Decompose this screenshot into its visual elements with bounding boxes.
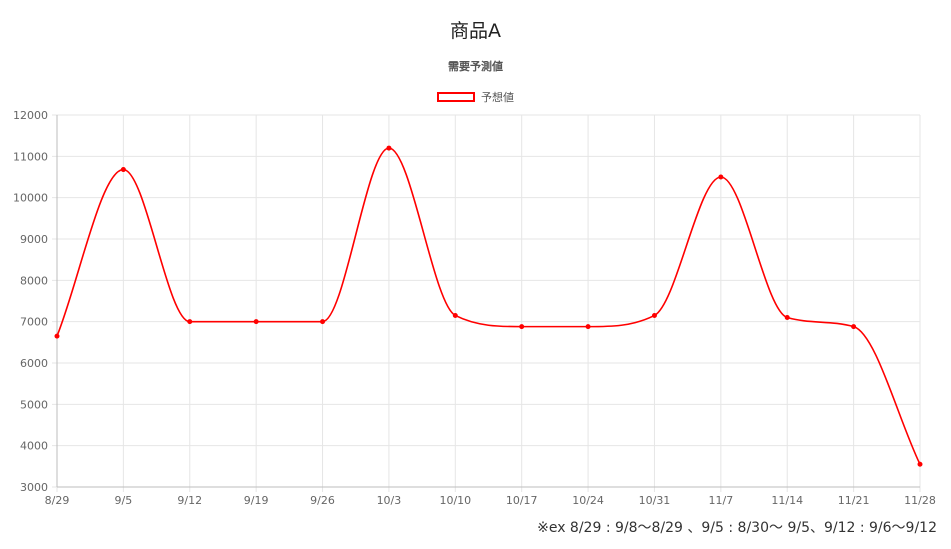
y-tick-label: 5000 xyxy=(20,398,48,411)
y-tick-label: 11000 xyxy=(13,150,48,163)
x-tick-label: 11/7 xyxy=(708,494,733,507)
data-point xyxy=(917,461,923,467)
x-tick-label: 10/10 xyxy=(439,494,471,507)
y-tick-label: 12000 xyxy=(13,109,48,122)
x-tick-label: 9/5 xyxy=(115,494,133,507)
y-tick-label: 9000 xyxy=(20,233,48,246)
data-point xyxy=(718,174,724,180)
data-point xyxy=(253,319,259,325)
x-tick-label: 11/21 xyxy=(838,494,870,507)
y-tick-label: 4000 xyxy=(20,440,48,453)
x-tick-label: 9/19 xyxy=(244,494,269,507)
legend-label: 予想値 xyxy=(481,91,514,104)
y-tick-label: 10000 xyxy=(13,192,48,205)
x-tick-label: 8/29 xyxy=(45,494,70,507)
legend-swatch xyxy=(437,92,475,102)
x-tick-label: 10/17 xyxy=(506,494,538,507)
y-tick-label: 3000 xyxy=(20,481,48,494)
y-tick-label: 6000 xyxy=(20,357,48,370)
x-tick-label: 10/31 xyxy=(639,494,671,507)
footnote: ※ex 8/29 : 9/8～8/29 、9/5 : 8/30～ 9/5、9/1… xyxy=(537,520,937,536)
data-point xyxy=(784,315,790,321)
data-point xyxy=(452,312,458,318)
series-line xyxy=(56,147,921,465)
data-point xyxy=(386,145,392,151)
x-tick-label: 11/14 xyxy=(771,494,803,507)
chart-subtitle: 需要予測値 xyxy=(448,60,503,73)
data-point xyxy=(651,312,657,318)
data-point xyxy=(585,324,591,330)
data-point xyxy=(120,167,126,173)
x-tick-label: 10/3 xyxy=(377,494,402,507)
x-tick-label: 9/12 xyxy=(177,494,202,507)
data-point xyxy=(187,319,193,325)
data-point xyxy=(320,319,326,325)
data-point xyxy=(54,333,60,339)
y-tick-label: 7000 xyxy=(20,316,48,329)
chart-title: 商品A xyxy=(450,20,501,42)
y-tick-label: 8000 xyxy=(20,274,48,287)
x-tick-label: 9/26 xyxy=(310,494,335,507)
x-tick-label: 11/28 xyxy=(904,494,936,507)
legend[interactable]: 予想値 xyxy=(0,89,951,105)
data-point xyxy=(851,324,857,330)
data-point xyxy=(519,324,525,330)
x-tick-label: 10/24 xyxy=(572,494,604,507)
